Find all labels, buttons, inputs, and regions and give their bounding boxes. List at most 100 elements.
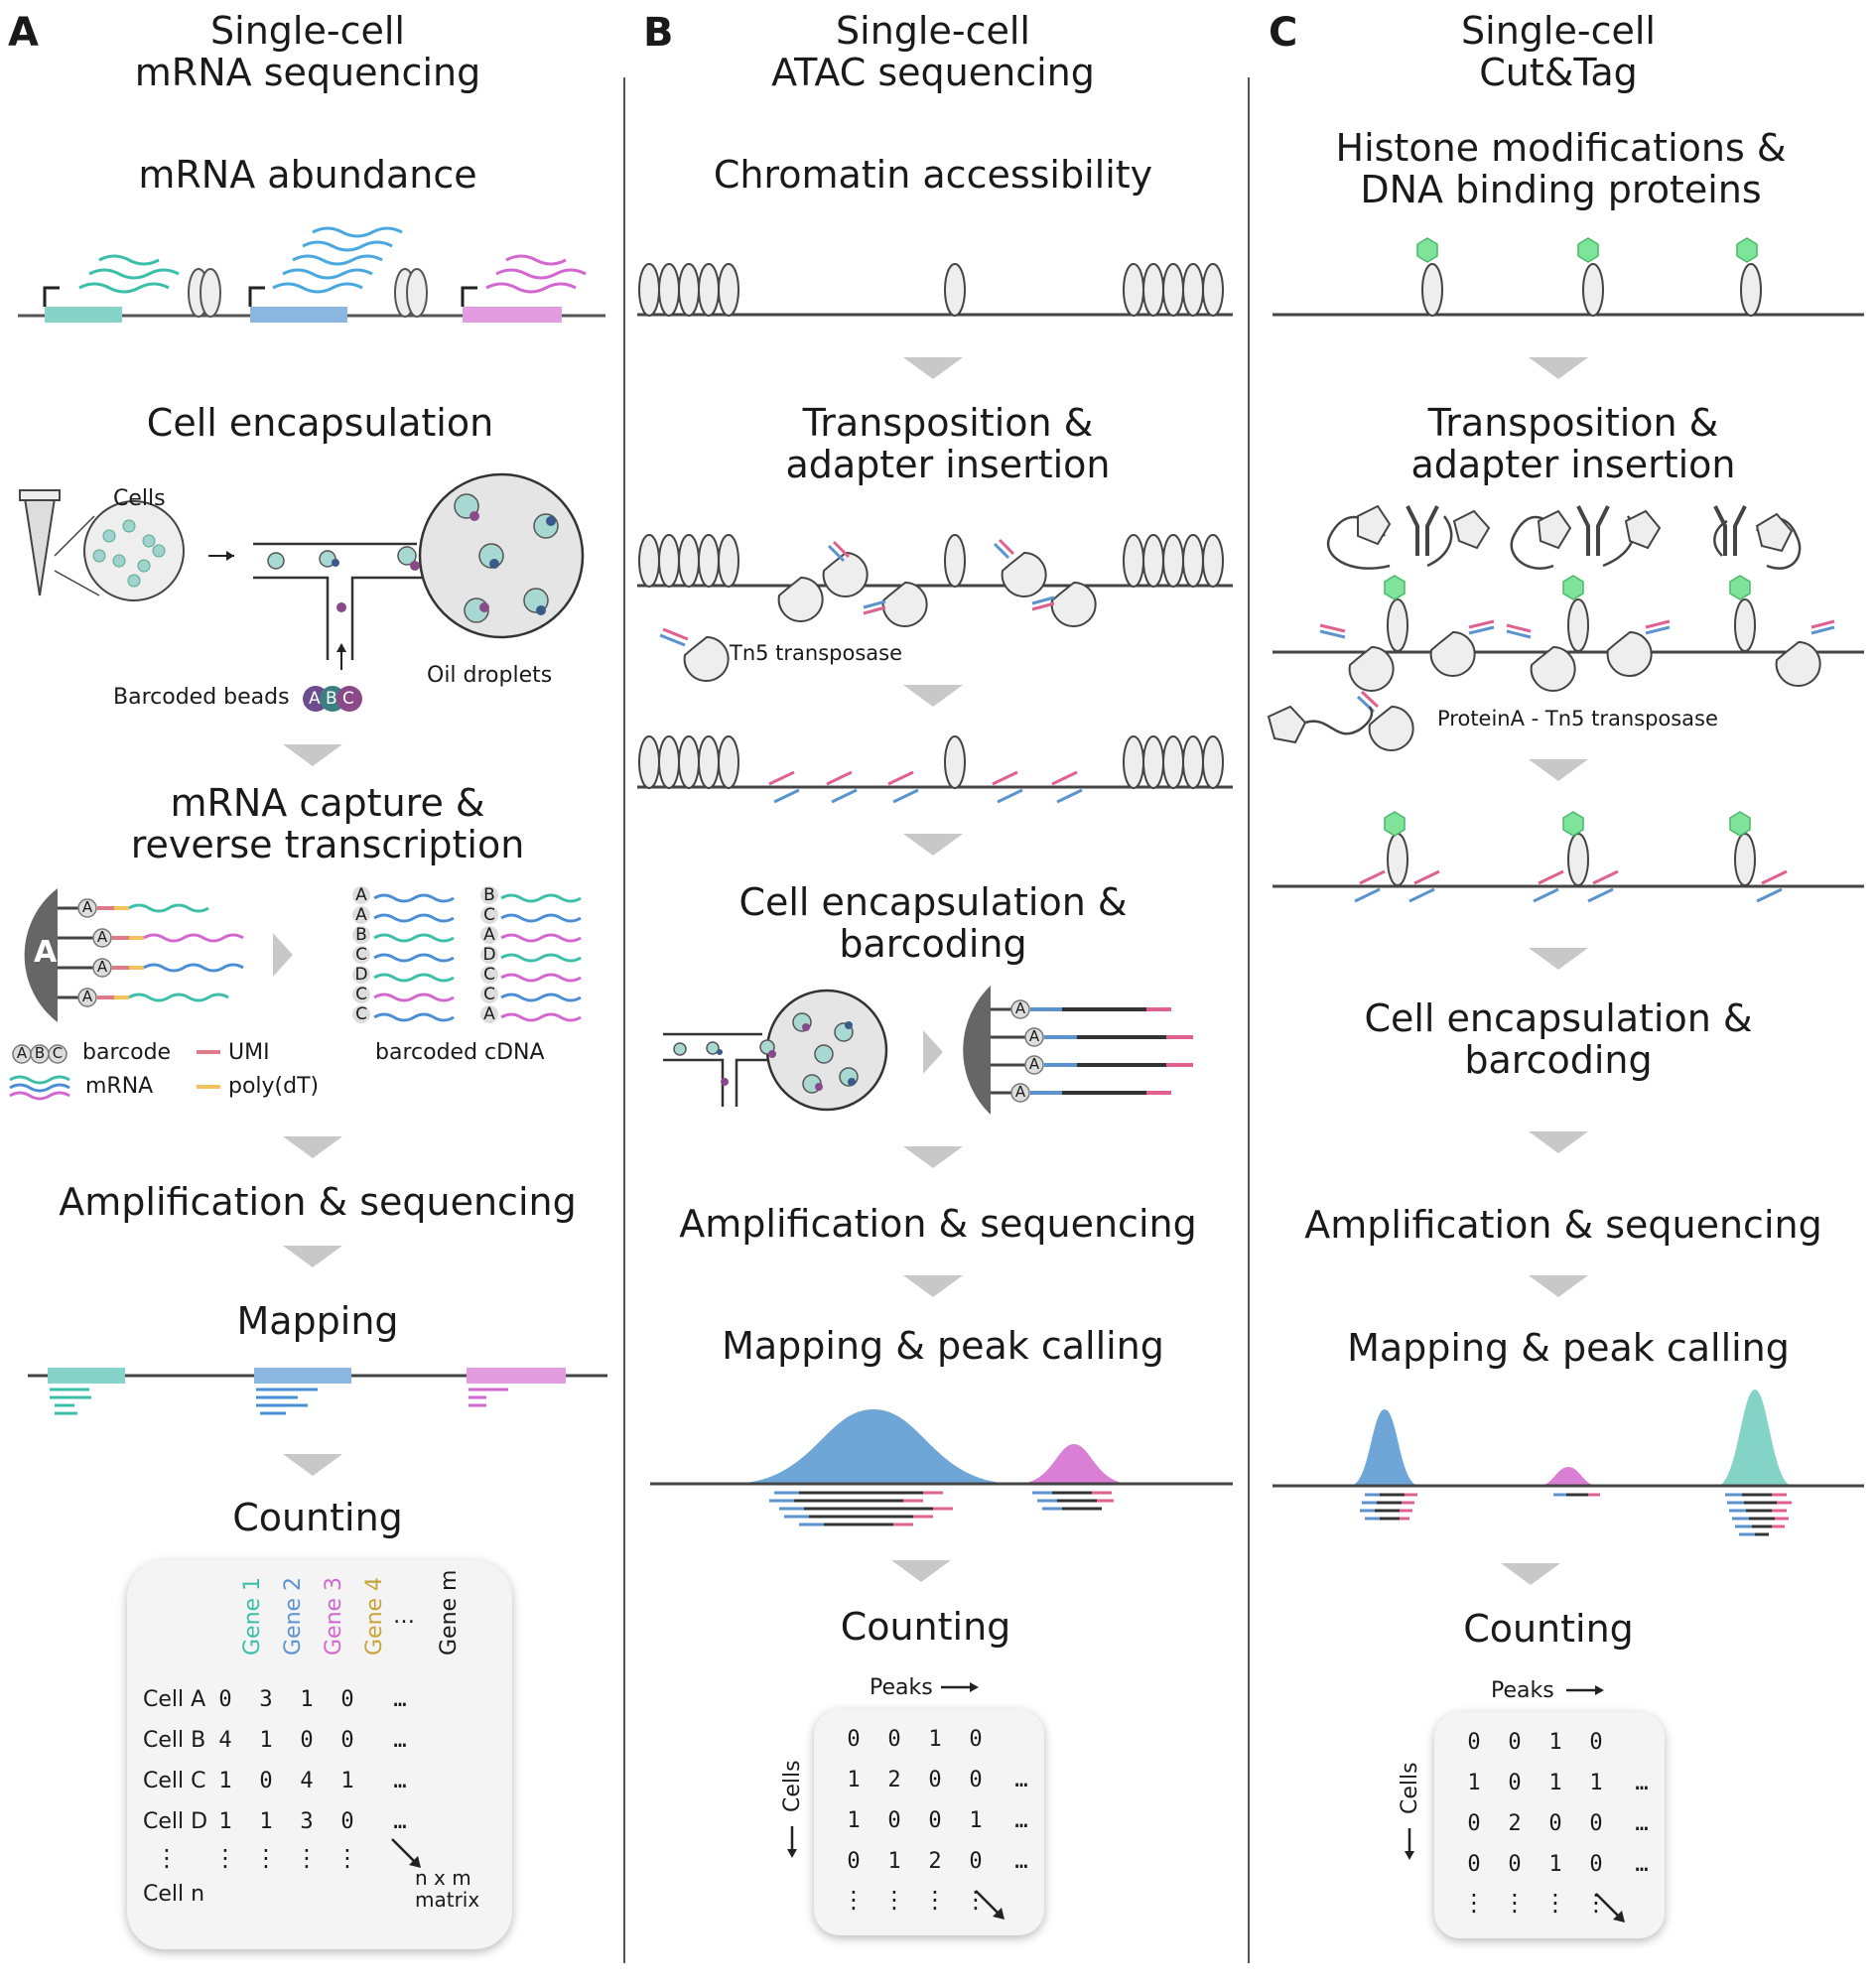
matrix-cell: 0 <box>969 1768 983 1792</box>
matrix-cell: 1 <box>1548 1730 1562 1755</box>
matrix-cell: 4 <box>300 1769 314 1793</box>
matrix-cell: 0 <box>928 1808 942 1833</box>
bead-barcode-letter: A <box>1014 1083 1026 1101</box>
step-peak-calling: Mapping & peak calling <box>1347 1326 1790 1370</box>
label-cells: Cells <box>113 486 166 511</box>
bead-barcode-letter: A <box>96 958 108 976</box>
encapsulation-barcoding <box>663 986 1193 1115</box>
matrix-cell: 3 <box>300 1809 314 1834</box>
matrix-cell: … <box>1635 1771 1649 1795</box>
bead-letter-b: B <box>326 689 337 709</box>
matrix-vdots: ⋮ <box>254 1844 278 1872</box>
panel-title-line2: mRNA sequencing <box>134 51 481 94</box>
matrix-cell: 4 <box>218 1728 232 1753</box>
panel-letter: C <box>1269 10 1298 56</box>
label-proteina-tn5: ProteinA - Tn5 transposase <box>1437 707 1718 730</box>
cdna-barcode-letter: C <box>480 966 498 984</box>
step-cell-encapsulation-barcoding: Cell encapsulation & barcoding <box>1251 997 1866 1081</box>
step-mrna-capture-line1: mRNA capture & <box>170 781 485 825</box>
step-transposition-line2: adapter insertion <box>1410 443 1736 486</box>
transposition-track <box>637 534 1233 682</box>
peaks-cells-axes <box>787 1682 979 1858</box>
matrix-cell: … <box>393 1809 407 1834</box>
matrix-cell: 1 <box>259 1728 273 1753</box>
capture-bead-letter: A <box>34 935 58 970</box>
matrix-vdots: ⋮ <box>155 1844 179 1872</box>
matrix-last-row: Cell n <box>143 1882 205 1907</box>
matrix-cell: … <box>393 1769 407 1793</box>
step-encap-line1: Cell encapsulation & <box>738 880 1128 924</box>
step-peak-calling: Mapping & peak calling <box>722 1324 1164 1368</box>
matrix-cell: 1 <box>847 1808 861 1833</box>
bead-barcode-letter: A <box>1028 1027 1040 1045</box>
matrix-cell: 1 <box>928 1727 942 1752</box>
step-transposition: Transposition & adapter insertion <box>1251 402 1876 485</box>
matrix-cell: 1 <box>1467 1771 1481 1795</box>
matrix-row-label: Cell A <box>143 1687 206 1712</box>
matrix-cell: … <box>393 1728 407 1753</box>
gene-header: Gene 2 <box>281 1576 306 1656</box>
cdna-barcode-letter: D <box>352 966 370 984</box>
matrix-vdots: ⋮ <box>1503 1889 1527 1917</box>
panel-letter: A <box>8 10 39 56</box>
matrix-cell: 0 <box>1589 1730 1603 1755</box>
step-mapping: Mapping <box>236 1299 399 1343</box>
panel-c-artwork <box>1267 237 1864 1860</box>
label-oil-droplets: Oil droplets <box>427 663 553 688</box>
capture-bead <box>9 888 582 1101</box>
matrix-cell: 0 <box>1589 1811 1603 1836</box>
step-transposition: Transposition & adapter insertion <box>625 402 1271 485</box>
encapsulation-diagram <box>19 472 585 712</box>
peaks-cells-axes <box>1405 1685 1604 1860</box>
matrix-cell: … <box>1014 1768 1028 1792</box>
count-matrix-peaks: 0 0 1 0 1 2 0 0… 1 0 0 1… 0 1 2 0… ⋮ ⋮ ⋮ ⋮ <box>814 1709 1044 1935</box>
diagonal-arrow-icon <box>1595 1893 1625 1922</box>
matrix-cell: 0 <box>218 1687 232 1712</box>
matrix-row-label: Cell D <box>143 1809 208 1834</box>
matrix-cell: … <box>1635 1811 1649 1836</box>
matrix-vdots: ⋮ <box>882 1886 906 1914</box>
panel-cuttag: C Single-cell Cut&Tag Histone modificati… <box>1251 0 1876 1988</box>
legend-mrna: mRNA <box>85 1074 154 1099</box>
gene-header: Gene 4 <box>362 1576 387 1656</box>
matrix-cell: 0 <box>847 1849 861 1874</box>
label-cells-axis: Cells <box>780 1760 805 1812</box>
step-mrna-capture: mRNA capture & reverse transcription <box>0 782 655 865</box>
matrix-cell: 1 <box>1589 1771 1603 1795</box>
atac-peak-track <box>650 1409 1233 1526</box>
matrix-vdots: ⋮ <box>923 1886 947 1914</box>
legend-umi: UMI <box>228 1040 270 1065</box>
panel-title-line1: Single-cell <box>210 9 405 53</box>
matrix-cell: 0 <box>887 1808 901 1833</box>
chromatin-track <box>637 263 1233 317</box>
label-barcoded-beads: Barcoded beads <box>113 685 290 710</box>
gene-track-mrna <box>18 226 605 323</box>
panel-title-line1: Single-cell <box>1461 9 1656 53</box>
flow-arrows <box>1501 357 1588 1585</box>
cdna-barcode-letter: A <box>352 886 370 904</box>
diagonal-arrow-icon <box>975 1890 1005 1920</box>
panel-scrna: A Single-cell mRNA sequencing mRNA abund… <box>0 0 625 1988</box>
matrix-cell: 1 <box>969 1808 983 1833</box>
cdna-barcode-letter: B <box>352 926 370 944</box>
matrix-cell: 0 <box>1508 1852 1522 1877</box>
panel-divider <box>623 77 625 1963</box>
flow-arrows <box>891 357 963 1582</box>
step-counting: Counting <box>232 1496 403 1539</box>
matrix-cell: 0 <box>969 1727 983 1752</box>
bead-letter-a: A <box>309 689 321 709</box>
matrix-cell: 2 <box>928 1849 942 1874</box>
cuttag-transposition <box>1267 504 1864 751</box>
step-transposition-line1: Transposition & <box>802 401 1094 445</box>
cdna-barcode-letter: C <box>352 986 370 1003</box>
step-amplification: Amplification & sequencing <box>59 1180 577 1224</box>
matrix-cell: 0 <box>340 1809 354 1834</box>
matrix-vdots: ⋮ <box>1543 1889 1567 1917</box>
cdna-barcode-letter: A <box>480 1005 498 1023</box>
label-tn5: Tn5 transposase <box>730 641 903 665</box>
histone-track <box>1273 237 1864 317</box>
gene-header: Gene 3 <box>322 1576 346 1656</box>
tagmented-track <box>637 735 1233 804</box>
matrix-cell: 1 <box>259 1809 273 1834</box>
step-encap-line1: Cell encapsulation & <box>1364 996 1753 1040</box>
